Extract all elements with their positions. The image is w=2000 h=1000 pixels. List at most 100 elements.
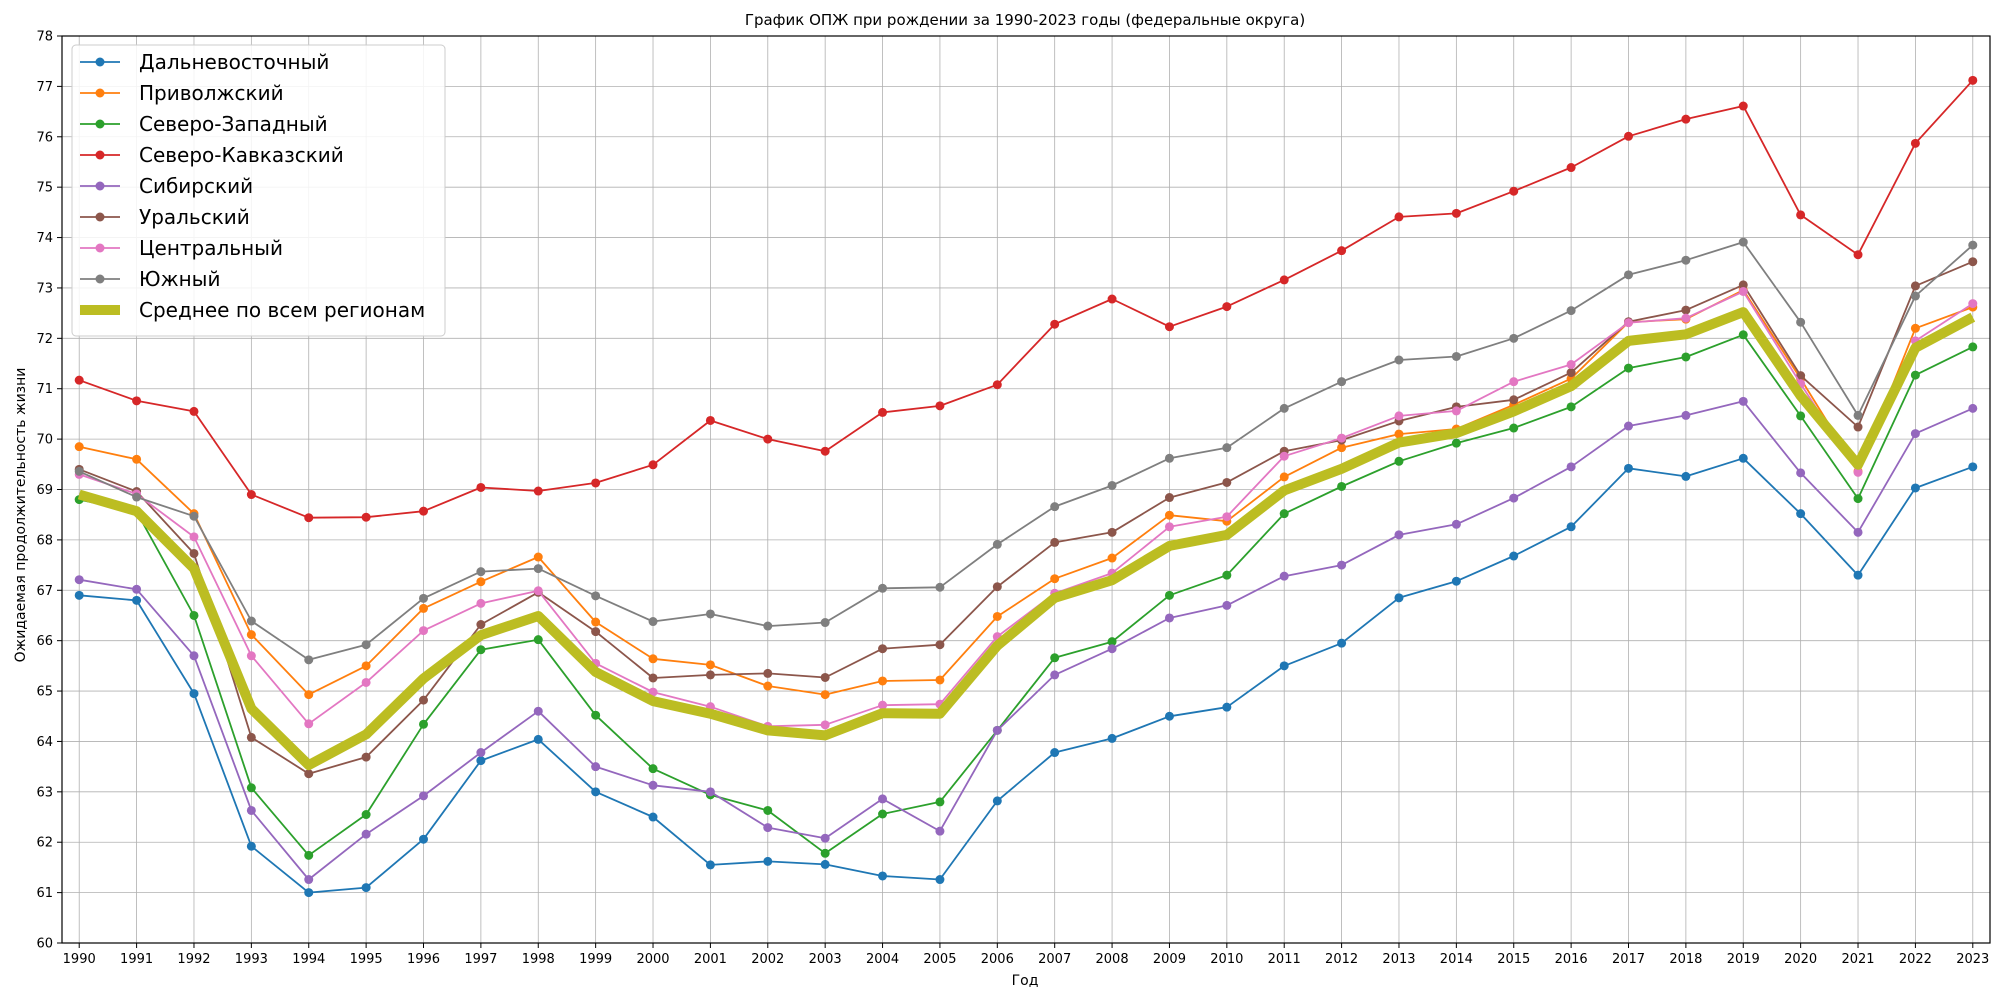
data-point — [533, 635, 543, 645]
series-2 — [74, 285, 1978, 700]
data-point — [476, 577, 486, 587]
data-point — [1796, 468, 1806, 478]
data-point — [361, 677, 371, 687]
x-tick-label: 1995 — [350, 952, 383, 967]
data-point — [1853, 467, 1863, 477]
data-point — [935, 826, 945, 836]
data-point — [705, 415, 715, 425]
data-point — [1107, 553, 1117, 563]
data-point — [820, 720, 830, 730]
data-point — [1566, 522, 1576, 532]
data-point — [304, 888, 314, 898]
legend: Дальневосточный Приволжский Северо-Западны… — [71, 44, 446, 337]
series-1 — [74, 453, 1978, 898]
data-point — [1222, 512, 1232, 522]
data-point — [1624, 270, 1633, 280]
data-point — [1738, 453, 1748, 463]
x-tick-label: 2013 — [1382, 952, 1415, 967]
data-point — [419, 626, 428, 636]
x-tick-label: 2009 — [1153, 952, 1186, 967]
data-point — [1853, 250, 1863, 260]
data-point — [878, 407, 888, 417]
y-tick-label: 71 — [36, 382, 53, 397]
data-point — [246, 841, 256, 851]
x-tick-label: 2012 — [1325, 952, 1358, 967]
data-point — [820, 833, 830, 843]
data-point — [763, 856, 773, 866]
data-point — [361, 640, 371, 650]
data-point — [1050, 748, 1060, 758]
legend-item: Сибирский — [80, 174, 253, 198]
data-point — [1337, 481, 1347, 491]
data-point — [246, 805, 256, 815]
data-point — [648, 687, 658, 697]
x-tick-label: 1993 — [235, 952, 268, 967]
x-tick-label: 2007 — [1038, 952, 1071, 967]
data-point — [1107, 294, 1117, 304]
data-point — [1681, 352, 1691, 362]
data-point — [1968, 403, 1978, 413]
data-point — [132, 584, 142, 594]
data-point — [419, 506, 428, 516]
data-point — [1107, 733, 1117, 743]
y-tick-label: 67 — [36, 584, 53, 599]
data-point — [361, 810, 371, 820]
data-point — [1451, 208, 1461, 218]
data-point — [304, 690, 314, 700]
data-point — [1279, 472, 1289, 482]
data-point — [189, 406, 199, 416]
data-point — [1968, 342, 1978, 352]
data-point — [648, 764, 658, 774]
data-point — [1566, 360, 1576, 370]
legend-label: Центральный — [139, 236, 283, 260]
data-point — [1164, 613, 1174, 623]
data-point — [1164, 522, 1174, 532]
data-point — [1164, 711, 1174, 721]
data-point — [189, 548, 199, 558]
x-tick-label: 2000 — [636, 952, 669, 967]
data-point — [591, 627, 601, 637]
data-point — [1910, 429, 1920, 439]
data-point — [246, 490, 256, 500]
data-point — [361, 661, 371, 671]
data-point — [1910, 281, 1920, 291]
data-point — [935, 675, 945, 685]
data-point — [1738, 237, 1748, 247]
data-point — [591, 478, 601, 488]
legend-box — [71, 44, 446, 337]
x-tick-label: 2016 — [1555, 952, 1588, 967]
data-point — [648, 654, 658, 664]
data-point — [705, 660, 715, 670]
x-tick-label: 2005 — [923, 952, 956, 967]
data-point — [1968, 75, 1978, 85]
data-point — [820, 848, 830, 858]
data-point — [1968, 462, 1978, 472]
data-point — [1566, 402, 1576, 412]
data-point — [763, 681, 773, 691]
data-point — [1050, 574, 1060, 584]
legend-label: Среднее по всем регионам — [139, 298, 425, 322]
y-tick-label: 70 — [36, 433, 53, 448]
legend-label: Северо-Западный — [139, 112, 328, 136]
data-point — [1853, 410, 1863, 420]
data-point — [878, 644, 888, 654]
data-point — [189, 610, 199, 620]
series-lines — [74, 75, 1978, 898]
y-tick-label: 76 — [36, 130, 53, 145]
x-tick-label: 2023 — [1956, 952, 1989, 967]
series-line — [77, 307, 1976, 771]
data-point — [246, 732, 256, 742]
y-tick-label: 72 — [36, 332, 53, 347]
data-point — [705, 787, 715, 797]
data-point — [1337, 638, 1347, 648]
x-tick-label: 2010 — [1210, 952, 1243, 967]
data-point — [1451, 438, 1461, 448]
x-tick-label: 1994 — [292, 952, 325, 967]
data-point — [533, 586, 543, 596]
data-point — [1337, 246, 1347, 256]
data-point — [1164, 493, 1174, 503]
x-tick-label: 2014 — [1440, 952, 1473, 967]
data-point — [1681, 471, 1691, 481]
data-point — [705, 670, 715, 680]
data-point — [1222, 702, 1232, 712]
